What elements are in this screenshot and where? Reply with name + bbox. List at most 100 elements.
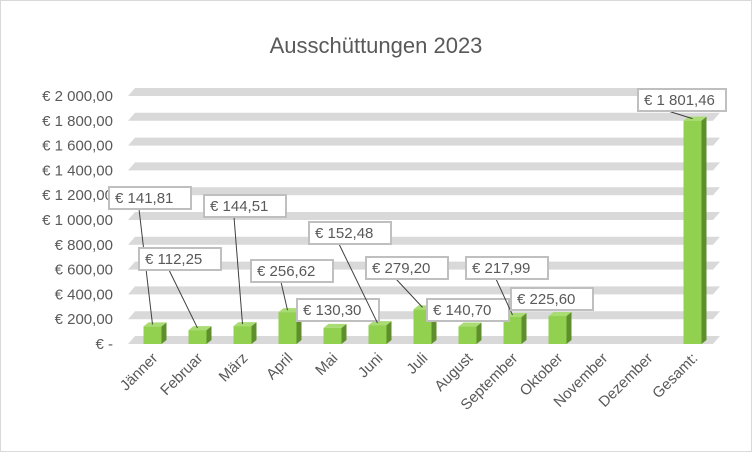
y-tick-label: € 400,00 — [55, 286, 113, 303]
data-label: € 140,70 — [426, 298, 510, 322]
bar-side — [521, 312, 527, 344]
leader-line — [233, 216, 243, 325]
leader-line — [338, 243, 378, 324]
data-label-box — [296, 298, 380, 322]
bar-front — [323, 327, 342, 344]
bar-top — [143, 322, 167, 327]
y-tick-label: € 1 000,00 — [42, 212, 113, 229]
x-tick-label: Mai — [312, 350, 341, 379]
data-label-text: € 130,30 — [303, 302, 361, 319]
bar — [188, 326, 212, 344]
bar-top — [323, 323, 347, 328]
gridline-2 — [128, 286, 720, 295]
x-tick-label: April — [263, 350, 296, 383]
data-label-text: € 140,70 — [433, 302, 491, 319]
data-label-box — [108, 186, 192, 210]
data-label: € 1 801,46 — [637, 88, 727, 120]
y-tick-label: € 600,00 — [55, 262, 113, 279]
leader-line — [395, 278, 423, 308]
data-label-text: € 152,48 — [315, 225, 373, 242]
bar-front — [143, 326, 162, 344]
x-tick-label: Februar — [157, 350, 206, 399]
bar-front — [368, 325, 387, 344]
chart-title: Ausschüttungen 2023 — [270, 33, 483, 58]
leader-line — [168, 269, 198, 329]
data-label: € 144,51 — [203, 194, 287, 325]
y-tick-label: € 1 800,00 — [42, 113, 113, 130]
data-label-text: € 1 801,46 — [644, 92, 715, 109]
bar-top — [458, 322, 482, 327]
data-label-box — [203, 194, 287, 218]
bar — [323, 323, 347, 344]
bar-side — [701, 116, 707, 344]
bar — [548, 312, 572, 344]
bar-front — [503, 316, 522, 344]
bar-top — [278, 308, 302, 313]
bar-side — [161, 322, 167, 344]
data-label-text: € 141,81 — [115, 190, 173, 207]
bar-front — [683, 120, 702, 344]
x-tick-label: Gesamt: — [649, 350, 701, 402]
gridline-4 — [128, 236, 720, 245]
y-tick-label: € 200,00 — [55, 311, 113, 328]
data-label: € 225,60 — [510, 287, 594, 311]
bar-front — [548, 316, 567, 344]
data-label: € 256,62 — [250, 259, 334, 311]
data-label: € 130,30 — [296, 298, 380, 322]
bar-top — [368, 321, 392, 326]
data-label-box — [250, 259, 334, 283]
data-label-text: € 144,51 — [210, 198, 268, 215]
bar — [458, 322, 482, 344]
bar-side — [386, 321, 392, 344]
data-label-box — [138, 247, 222, 271]
y-tick-label: € 1 600,00 — [42, 138, 113, 155]
data-label: € 152,48 — [308, 221, 392, 324]
bar — [683, 116, 707, 344]
data-label: € 279,20 — [365, 256, 449, 308]
gridline-10 — [128, 88, 720, 96]
bar-side — [206, 326, 212, 344]
x-tick-label: Juni — [355, 350, 386, 381]
bar — [368, 321, 392, 344]
leader-line — [667, 110, 693, 120]
bar — [233, 322, 257, 344]
y-tick-label: € 2 000,00 — [42, 88, 113, 105]
data-label-text: € 279,20 — [372, 260, 430, 277]
bar-side — [341, 323, 347, 344]
bar-top — [233, 322, 257, 327]
bar-front — [278, 312, 297, 344]
y-axis-ticks: € - € 200,00 € 400,00 € 600,00 € 800,00 € 1 0… — [42, 88, 113, 353]
gridline-6 — [128, 187, 720, 196]
data-label-box — [426, 298, 510, 322]
bar-side — [476, 322, 482, 344]
bar — [143, 322, 167, 344]
bar-side — [566, 312, 572, 344]
gridline-8 — [128, 137, 720, 146]
bar-side — [251, 322, 257, 344]
x-tick-label: März — [216, 350, 252, 386]
data-label-text: € 256,62 — [257, 263, 315, 280]
gridline-7 — [128, 162, 720, 171]
data-label-text: € 112,25 — [145, 251, 202, 268]
leader-line — [280, 281, 288, 311]
y-tick-label: € 1 200,00 — [42, 187, 113, 204]
bar-front — [188, 330, 207, 344]
data-label-box — [510, 287, 594, 311]
bars — [143, 116, 707, 344]
data-label-text: € 225,60 — [517, 291, 575, 308]
bar-front — [458, 326, 477, 344]
x-tick-label: Juli — [403, 350, 431, 378]
y-tick-label: € 800,00 — [55, 237, 113, 254]
leader-line — [495, 278, 513, 316]
y-tick-label: € - — [95, 336, 113, 353]
y-tick-label: € 1 400,00 — [42, 162, 113, 179]
data-label-text: € 217,99 — [472, 260, 530, 277]
bar-top — [188, 326, 212, 331]
data-label-box — [365, 256, 449, 280]
data-label: € 141,81 — [108, 186, 192, 325]
data-label-box — [637, 88, 727, 112]
bar-top — [548, 312, 572, 317]
